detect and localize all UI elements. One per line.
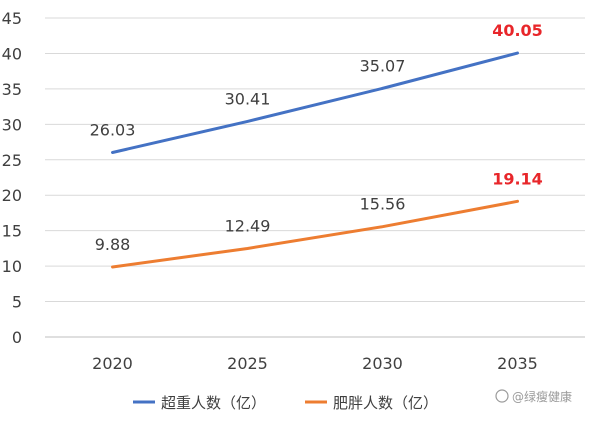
x-tick-label: 2020	[92, 354, 133, 373]
watermark-text: @绿瘦健康	[512, 389, 572, 404]
y-tick-label: 35	[2, 80, 22, 99]
legend: 超重人数（亿） 肥胖人数（亿）	[133, 394, 438, 412]
data-label: 35.07	[360, 56, 406, 75]
data-label: 40.05	[492, 21, 543, 40]
series-line-1	[111, 51, 519, 154]
y-tick-label: 5	[12, 293, 22, 312]
y-tick-label: 10	[2, 257, 22, 276]
y-tick-label: 15	[2, 222, 22, 241]
data-label: 15.56	[360, 195, 406, 214]
x-axis-ticks: 2020 2025 2030 2035	[92, 354, 538, 373]
data-label: 12.49	[225, 216, 271, 235]
gridlines	[45, 17, 585, 338]
x-tick-label: 2035	[497, 354, 538, 373]
x-tick-label: 2030	[362, 354, 403, 373]
y-tick-label: 25	[2, 151, 22, 170]
y-axis-ticks: 0 5 10 15 20 25 30 35 40 45	[2, 9, 22, 347]
y-tick-label: 20	[2, 186, 22, 205]
data-label: 9.88	[95, 235, 131, 254]
watermark-icon	[495, 389, 509, 403]
legend-label-1: 超重人数（亿）	[161, 394, 266, 412]
data-labels: 26.03 30.41 35.07 40.05 9.88 12.49 15.56 19.14	[90, 21, 543, 254]
x-tick-label: 2025	[227, 354, 268, 373]
legend-label-2: 肥胖人数（亿）	[333, 394, 438, 412]
data-label: 19.14	[492, 169, 543, 188]
data-label: 30.41	[225, 89, 271, 108]
y-tick-label: 30	[2, 115, 22, 134]
series-line-2	[111, 199, 519, 269]
series-lines	[111, 51, 519, 269]
y-tick-label: 40	[2, 44, 22, 63]
y-tick-label: 45	[2, 9, 22, 28]
data-label: 26.03	[90, 120, 136, 139]
y-tick-label: 0	[12, 328, 22, 347]
watermark: @绿瘦健康	[495, 389, 572, 404]
